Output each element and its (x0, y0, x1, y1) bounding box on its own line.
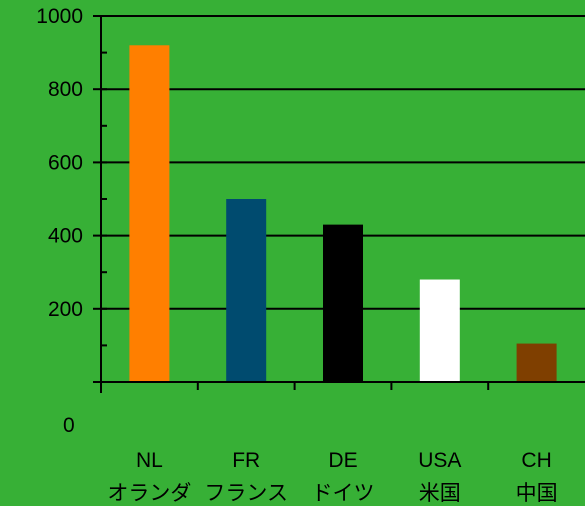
x-category-label-ja: 米国 (419, 481, 461, 505)
y-ticks (93, 15, 107, 383)
y-zero-label: 0 (63, 414, 75, 437)
bar-ch (516, 343, 557, 382)
bar-de (323, 224, 363, 382)
y-tick-label: 200 (48, 298, 83, 321)
x-category-label-ja: 中国 (516, 481, 558, 505)
x-category-label-ja: オランダ (107, 481, 191, 505)
x-category-label: CH (521, 449, 551, 472)
x-category-labels: NL オランダ FR フランス DE ドイツ USA 米国 CH 中国 (107, 449, 557, 505)
x-category-label: DE (328, 449, 357, 472)
y-tick-label: 600 (48, 151, 83, 174)
y-tick-label: 800 (48, 78, 83, 101)
y-tick-label: 1000 (36, 5, 83, 28)
bars (129, 45, 557, 382)
y-tick-label: 400 (48, 225, 83, 248)
x-category-label-ja: フランス (204, 481, 288, 505)
y-tick-labels: 200 400 600 800 1000 (36, 5, 83, 321)
gridlines (101, 15, 585, 310)
x-category-label-ja: ドイツ (312, 481, 375, 505)
bar-usa (419, 279, 460, 382)
x-category-label: NL (136, 449, 163, 472)
bar-nl (129, 45, 170, 382)
x-ticks (196, 382, 490, 390)
x-category-label: USA (418, 449, 461, 472)
x-category-label: FR (232, 449, 260, 472)
bar-fr (226, 199, 267, 382)
